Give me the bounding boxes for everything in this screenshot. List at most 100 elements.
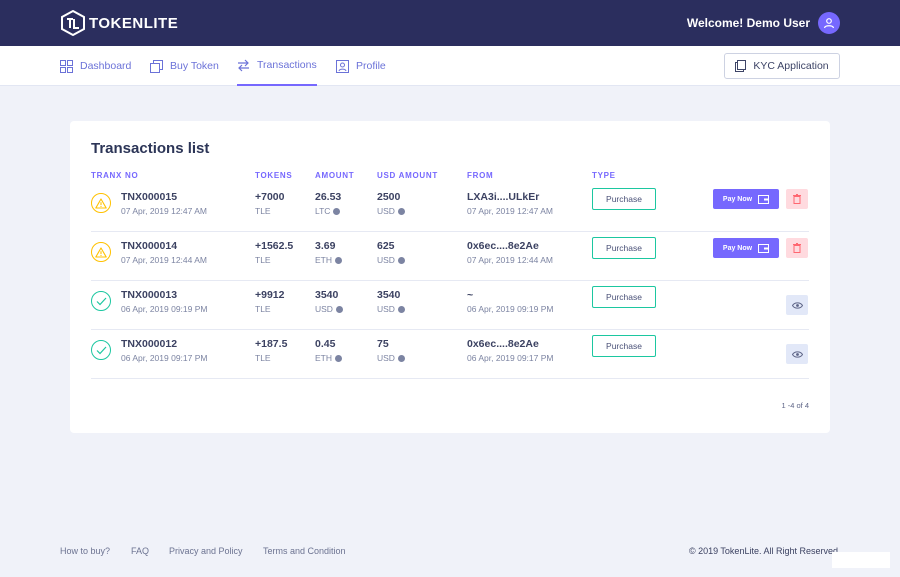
usd-unit: USD bbox=[377, 304, 395, 314]
usd-value: 2500 bbox=[377, 191, 401, 203]
footer-link-privacy[interactable]: Privacy and Policy bbox=[169, 546, 243, 556]
nav-dashboard-label: Dashboard bbox=[80, 60, 132, 72]
brand-name: TOKENLITE bbox=[89, 14, 179, 32]
from-date: 07 Apr, 2019 12:47 AM bbox=[467, 206, 554, 216]
usd-value: 75 bbox=[377, 338, 389, 350]
eye-icon bbox=[791, 301, 803, 309]
info-icon[interactable] bbox=[335, 305, 343, 313]
warning-icon bbox=[95, 246, 107, 258]
nav-transactions[interactable]: Transactions bbox=[237, 46, 317, 86]
token-amount: +7000 bbox=[255, 191, 285, 203]
amount-unit: ETH bbox=[315, 255, 332, 265]
from-address: LXA3i....ULkEr bbox=[467, 191, 540, 203]
check-icon bbox=[96, 346, 106, 354]
brand-logo[interactable]: TOKENLITE bbox=[60, 10, 178, 36]
from-date: 06 Apr, 2019 09:17 PM bbox=[467, 353, 554, 363]
user-card-icon bbox=[336, 59, 349, 73]
amount-currency: LTC bbox=[315, 206, 341, 216]
footer-overlay bbox=[832, 552, 890, 568]
transactions-card: Transactions list TRANX NO TOKENS AMOUNT… bbox=[70, 121, 830, 433]
info-icon[interactable] bbox=[333, 207, 341, 215]
type-badge: Purchase bbox=[592, 335, 656, 357]
column-header-amount: AMOUNT bbox=[315, 171, 355, 180]
token-amount: +187.5 bbox=[255, 338, 288, 350]
avatar[interactable] bbox=[818, 12, 840, 34]
usd-currency: USD bbox=[377, 353, 405, 363]
table-row[interactable]: TNX000012 06 Apr, 2019 09:17 PM +187.5 T… bbox=[91, 330, 809, 379]
usd-value: 3540 bbox=[377, 289, 401, 301]
table-row[interactable]: TNX000014 07 Apr, 2019 12:44 AM +1562.5 … bbox=[91, 232, 809, 281]
info-icon[interactable] bbox=[397, 354, 405, 362]
amount-value: 0.45 bbox=[315, 338, 336, 350]
usd-unit: USD bbox=[377, 255, 395, 265]
column-header-tranx-no: TRANX NO bbox=[91, 171, 139, 180]
column-header-tokens: TOKENS bbox=[255, 171, 293, 180]
nav-dashboard[interactable]: Dashboard bbox=[60, 46, 131, 86]
delete-button[interactable] bbox=[786, 189, 808, 209]
nav-buy-token-label: Buy Token bbox=[170, 60, 219, 72]
from-address: 0x6ec....8e2Ae bbox=[467, 240, 539, 252]
amount-currency: ETH bbox=[315, 255, 342, 265]
amount-unit: LTC bbox=[315, 206, 331, 216]
from-address: ~ bbox=[467, 289, 474, 301]
top-bar: TOKENLITE Welcome! Demo User bbox=[0, 0, 900, 46]
tranx-id: TNX000012 bbox=[121, 338, 178, 350]
main-nav: Dashboard Buy Token Transactions Profile… bbox=[0, 46, 900, 86]
token-unit: TLE bbox=[255, 353, 271, 363]
status-pending bbox=[91, 193, 111, 213]
usd-unit: USD bbox=[377, 206, 395, 216]
pay-now-label: Pay Now bbox=[722, 195, 753, 203]
tranx-date: 06 Apr, 2019 09:17 PM bbox=[121, 353, 208, 363]
amount-unit: USD bbox=[315, 304, 333, 314]
eye-icon bbox=[791, 350, 803, 358]
type-badge: Purchase bbox=[592, 286, 656, 308]
footer-link-how-to-buy[interactable]: How to buy? bbox=[60, 546, 111, 556]
token-amount: +9912 bbox=[255, 289, 285, 301]
amount-value: 3540 bbox=[315, 289, 339, 301]
info-icon[interactable] bbox=[397, 305, 405, 313]
tranx-date: 06 Apr, 2019 09:19 PM bbox=[121, 304, 208, 314]
tranx-date: 07 Apr, 2019 12:47 AM bbox=[121, 206, 208, 216]
pay-now-button[interactable]: Pay Now bbox=[713, 238, 779, 258]
token-unit: TLE bbox=[255, 304, 271, 314]
table-row[interactable]: TNX000015 07 Apr, 2019 12:47 AM +7000 TL… bbox=[91, 183, 809, 232]
info-icon[interactable] bbox=[335, 354, 342, 362]
user-icon bbox=[823, 18, 835, 29]
nav-transactions-label: Transactions bbox=[257, 59, 317, 71]
pay-now-label: Pay Now bbox=[722, 244, 753, 252]
column-header-type: TYPE bbox=[592, 171, 616, 180]
welcome-text: Welcome! Demo User bbox=[686, 16, 810, 30]
from-address: 0x6ec....8e2Ae bbox=[467, 338, 539, 350]
amount-value: 26.53 bbox=[315, 191, 342, 203]
token-unit: TLE bbox=[255, 255, 271, 265]
column-header-from: FROM bbox=[467, 171, 494, 180]
wallet-icon bbox=[758, 194, 770, 204]
delete-button[interactable] bbox=[786, 238, 808, 258]
nav-buy-token[interactable]: Buy Token bbox=[150, 46, 219, 86]
column-header-usd-amount: USD AMOUNT bbox=[377, 171, 438, 180]
table-row[interactable]: TNX000013 06 Apr, 2019 09:19 PM +9912 TL… bbox=[91, 281, 809, 330]
kyc-application-button[interactable]: KYC Application bbox=[724, 53, 840, 79]
info-icon[interactable] bbox=[397, 256, 405, 264]
footer-link-terms[interactable]: Terms and Condition bbox=[263, 546, 346, 556]
usd-currency: USD bbox=[377, 255, 405, 265]
status-success bbox=[91, 340, 111, 360]
nav-profile[interactable]: Profile bbox=[336, 46, 386, 86]
trash-icon bbox=[793, 243, 801, 253]
view-button[interactable] bbox=[786, 295, 808, 315]
info-icon[interactable] bbox=[397, 207, 405, 215]
amount-unit: ETH bbox=[315, 353, 332, 363]
token-unit: TLE bbox=[255, 206, 271, 216]
pay-now-button[interactable]: Pay Now bbox=[713, 189, 779, 209]
footer-link-faq[interactable]: FAQ bbox=[131, 546, 150, 556]
user-menu[interactable]: Welcome! Demo User bbox=[687, 12, 840, 34]
view-button[interactable] bbox=[786, 344, 808, 364]
amount-value: 3.69 bbox=[315, 240, 336, 252]
info-icon[interactable] bbox=[335, 256, 342, 264]
logo-icon bbox=[61, 10, 85, 36]
transfer-arrows-icon bbox=[238, 59, 249, 71]
tranx-date: 07 Apr, 2019 12:44 AM bbox=[121, 255, 208, 265]
document-icon bbox=[735, 60, 747, 72]
amount-currency: USD bbox=[315, 304, 343, 314]
usd-value: 625 bbox=[377, 240, 395, 252]
